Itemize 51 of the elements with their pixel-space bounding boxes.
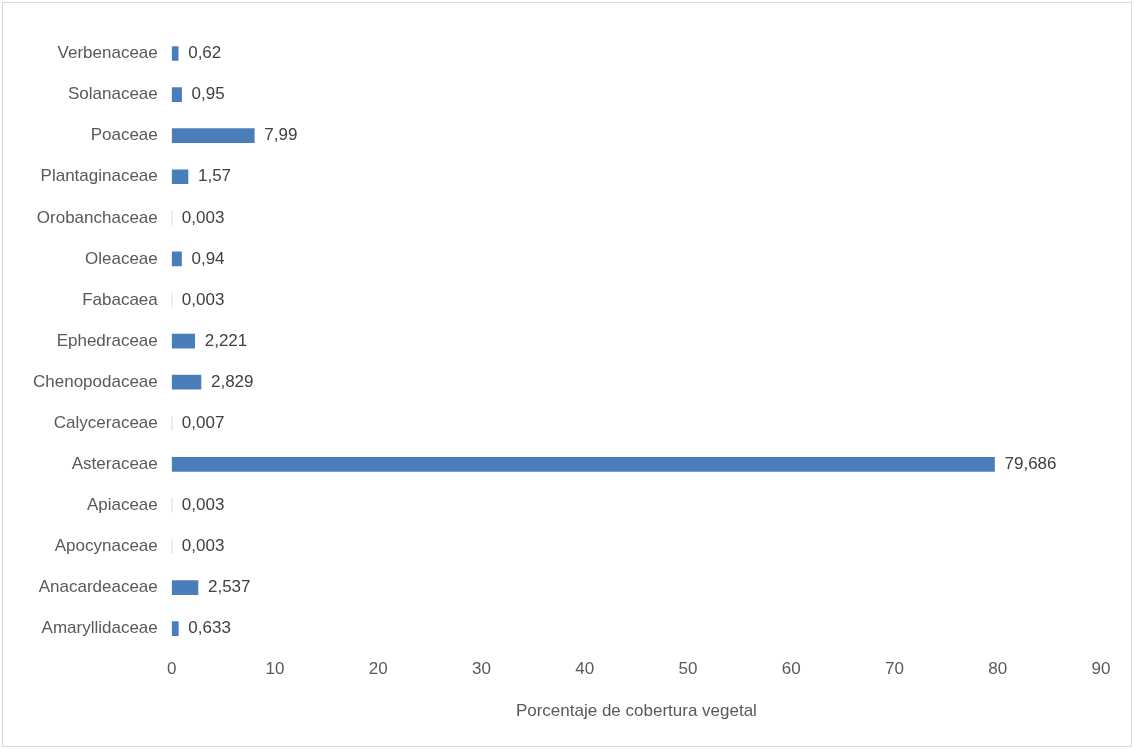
bar — [171, 128, 255, 144]
data-label: 2,537 — [207, 577, 251, 597]
bar — [171, 621, 179, 636]
y-tick-label: Chenopodaceae — [33, 371, 158, 391]
data-label: 0,62 — [188, 43, 222, 63]
x-tick-label: 40 — [575, 659, 595, 679]
data-label: 0,003 — [181, 289, 225, 309]
x-tick-label: 20 — [368, 659, 388, 679]
bar — [171, 333, 196, 349]
y-tick-label: Ephedraceae — [56, 330, 158, 350]
data-label: 0,94 — [191, 248, 225, 268]
y-tick-label: Apocynaceae — [54, 536, 158, 556]
data-label: 7,99 — [264, 125, 298, 145]
y-tick-label: Solanaceae — [67, 84, 158, 104]
y-tick-label: Asteraceae — [71, 454, 158, 474]
bar — [171, 46, 179, 61]
x-tick-label: 10 — [265, 659, 285, 679]
y-tick-label: Orobanchaceae — [36, 207, 158, 227]
data-label: 2,221 — [204, 330, 248, 350]
data-label: 0,633 — [188, 618, 231, 638]
x-axis-title: Porcentaje de cobertura vegetal — [515, 701, 757, 721]
y-tick-label: Poaceae — [90, 125, 158, 145]
x-tick-label: 0 — [167, 659, 177, 679]
bar — [171, 457, 995, 472]
y-tick-label: Oleaceae — [85, 248, 158, 268]
y-tick-label: Amaryllidaceae — [41, 618, 158, 638]
data-label: 0,95 — [191, 84, 225, 104]
bar — [171, 169, 189, 185]
bar — [171, 87, 182, 102]
data-label: 0,003 — [181, 536, 225, 556]
y-tick-label: Plantaginaceae — [40, 166, 158, 186]
y-tick-label: Verbenaceae — [57, 43, 158, 63]
x-tick-label: 90 — [1091, 659, 1111, 679]
data-label: 0,003 — [181, 207, 225, 227]
y-tick-label: Apiaceae — [86, 495, 158, 515]
y-tick-label: Calyceraceae — [53, 412, 158, 432]
x-tick-label: 70 — [885, 659, 904, 679]
data-label: 1,57 — [197, 166, 232, 186]
bar — [171, 251, 182, 267]
y-tick-label: Anacardeaceae — [38, 577, 158, 597]
data-label: 2,829 — [210, 371, 254, 391]
bar — [171, 580, 199, 595]
bar — [171, 374, 202, 390]
x-tick-label: 30 — [472, 659, 491, 679]
data-label: 0,007 — [181, 412, 225, 432]
x-tick-label: 60 — [781, 659, 801, 679]
x-tick-label: 80 — [988, 659, 1008, 679]
data-label: 0,003 — [181, 495, 225, 515]
x-tick-label: 50 — [678, 659, 698, 679]
data-label: 79,686 — [1004, 454, 1057, 474]
y-tick-label: Fabacaea — [82, 289, 159, 309]
